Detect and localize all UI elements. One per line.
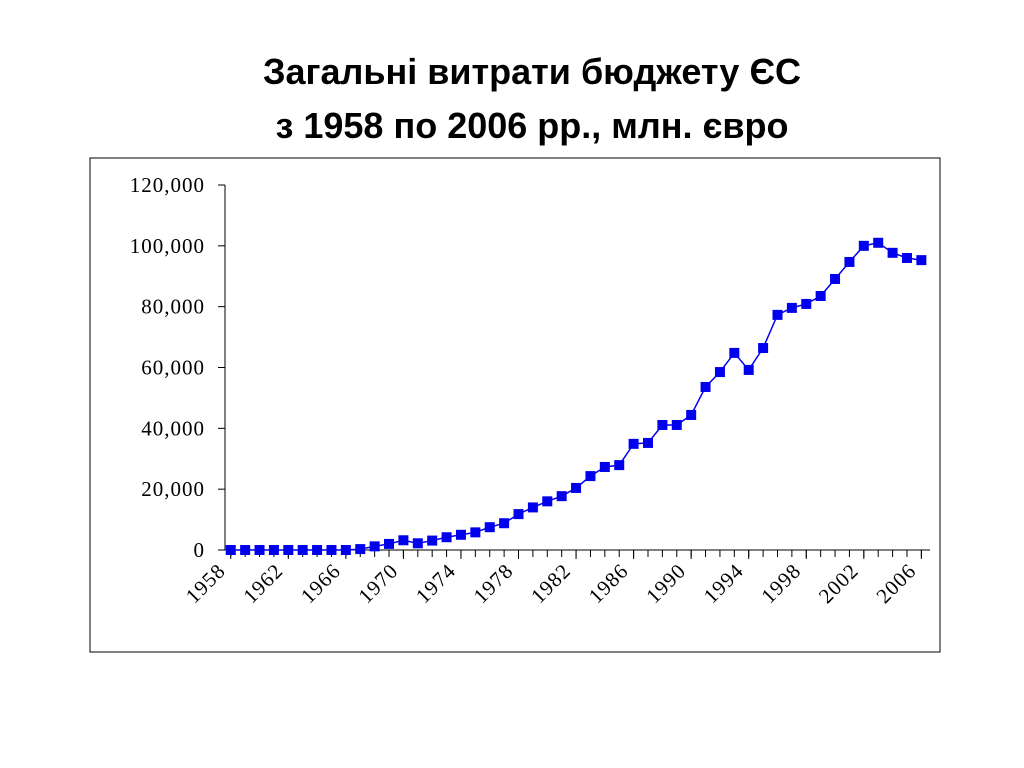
marker bbox=[714, 367, 725, 378]
marker bbox=[340, 545, 351, 555]
marker bbox=[671, 419, 682, 430]
x-tick-label: 1986 bbox=[584, 559, 633, 608]
marker bbox=[657, 419, 668, 430]
marker bbox=[844, 256, 855, 267]
x-tick-label: 1966 bbox=[296, 559, 345, 608]
x-tick-label: 1958 bbox=[181, 559, 230, 608]
marker bbox=[254, 545, 265, 555]
marker bbox=[585, 471, 596, 482]
marker bbox=[743, 364, 754, 375]
marker bbox=[384, 538, 395, 549]
chart-title: з 1958 по 2006 рр., млн. євро bbox=[275, 105, 788, 146]
y-tick-label: 120,000 bbox=[130, 173, 205, 197]
marker bbox=[527, 502, 538, 513]
y-tick-label: 0 bbox=[194, 538, 206, 562]
marker bbox=[830, 273, 841, 284]
marker bbox=[268, 545, 279, 555]
y-tick-label: 60,000 bbox=[141, 356, 205, 380]
x-tick-label: 1994 bbox=[699, 559, 748, 608]
x-tick-label: 1990 bbox=[641, 559, 690, 608]
marker bbox=[772, 309, 783, 320]
marker bbox=[427, 535, 438, 546]
x-tick-label: 2002 bbox=[814, 559, 863, 608]
marker bbox=[916, 255, 927, 266]
marker bbox=[225, 545, 236, 555]
marker bbox=[542, 496, 553, 507]
x-tick-label: 1978 bbox=[469, 559, 518, 608]
marker bbox=[729, 347, 740, 358]
x-tick-label: 1974 bbox=[411, 559, 460, 608]
marker bbox=[369, 541, 380, 552]
marker bbox=[887, 247, 898, 258]
marker bbox=[326, 545, 337, 555]
x-tick-label: 1970 bbox=[353, 559, 402, 608]
x-tick-label: 1998 bbox=[756, 559, 805, 608]
marker bbox=[873, 237, 884, 248]
marker bbox=[858, 240, 869, 251]
marker bbox=[455, 529, 466, 540]
marker bbox=[686, 409, 697, 420]
marker bbox=[758, 343, 769, 354]
marker bbox=[297, 545, 308, 555]
marker bbox=[441, 532, 452, 543]
marker bbox=[700, 381, 711, 392]
marker bbox=[901, 253, 912, 263]
marker bbox=[815, 291, 826, 302]
marker bbox=[499, 518, 510, 529]
marker bbox=[484, 522, 495, 533]
chart-title: Загальні витрати бюджету ЄС bbox=[263, 51, 801, 92]
marker bbox=[513, 509, 524, 520]
marker bbox=[412, 538, 423, 549]
marker bbox=[801, 298, 812, 309]
marker bbox=[614, 460, 625, 471]
marker bbox=[556, 491, 567, 502]
y-tick-label: 40,000 bbox=[141, 416, 205, 440]
x-tick-label: 1982 bbox=[526, 559, 575, 608]
y-tick-label: 80,000 bbox=[141, 295, 205, 319]
marker bbox=[628, 438, 639, 449]
marker bbox=[312, 545, 323, 555]
y-tick-label: 100,000 bbox=[130, 234, 205, 258]
marker bbox=[571, 482, 582, 493]
y-tick-label: 20,000 bbox=[141, 477, 205, 501]
plot-frame bbox=[89, 157, 941, 653]
line bbox=[230, 241, 922, 551]
marker bbox=[355, 544, 366, 555]
marker bbox=[240, 545, 251, 555]
marker bbox=[470, 527, 481, 538]
marker bbox=[786, 302, 797, 313]
marker bbox=[599, 461, 610, 472]
x-tick-label: 1962 bbox=[238, 559, 287, 608]
marker bbox=[398, 535, 409, 546]
marker bbox=[643, 437, 653, 448]
marker bbox=[283, 545, 294, 555]
x-tick-label: 2006 bbox=[871, 559, 920, 608]
